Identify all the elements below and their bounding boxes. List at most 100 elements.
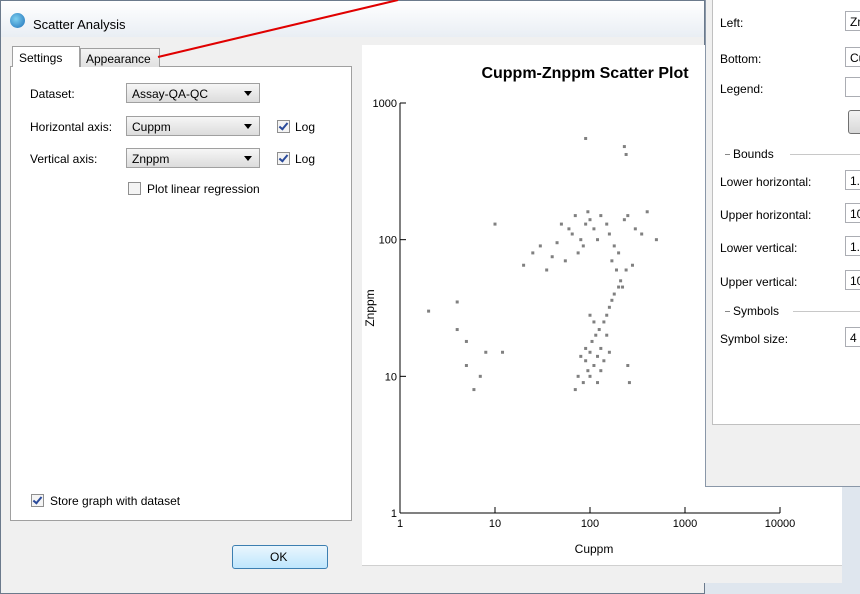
point bbox=[588, 374, 592, 378]
point bbox=[579, 354, 583, 358]
y-tick-label: 100 bbox=[379, 235, 397, 247]
lower-horizontal-field[interactable]: 1. bbox=[845, 170, 860, 190]
point bbox=[586, 210, 590, 214]
symbols-title: Symbols bbox=[733, 304, 780, 318]
point bbox=[645, 210, 649, 214]
x-tick-label: 10000 bbox=[765, 518, 796, 530]
tab-settings[interactable] bbox=[12, 46, 80, 67]
point bbox=[640, 232, 644, 236]
lower-vertical-field[interactable]: 1. bbox=[845, 236, 860, 256]
point bbox=[617, 285, 621, 289]
point bbox=[607, 232, 611, 236]
regression-checkbox[interactable] bbox=[128, 182, 141, 195]
point bbox=[590, 339, 594, 343]
store-label: Store graph with dataset bbox=[50, 494, 181, 508]
y-tick-label: 1000 bbox=[373, 98, 397, 110]
point bbox=[455, 328, 459, 332]
point bbox=[464, 364, 468, 368]
point bbox=[584, 222, 588, 226]
horizontal-axis-combo[interactable]: Cuppm bbox=[126, 116, 260, 136]
point bbox=[464, 339, 468, 343]
point bbox=[610, 298, 614, 302]
y-axis-label: Znppm bbox=[363, 289, 377, 326]
upper-horizontal-field[interactable]: 10 bbox=[845, 203, 860, 223]
bottom-field[interactable]: Cu bbox=[845, 47, 860, 67]
point bbox=[588, 218, 592, 222]
point bbox=[579, 238, 583, 242]
point bbox=[472, 388, 476, 392]
point bbox=[531, 251, 535, 255]
symbols-rule bbox=[793, 311, 860, 312]
regression-label: Plot linear regression bbox=[147, 182, 260, 196]
point bbox=[581, 244, 585, 248]
vertical-log-checkbox[interactable] bbox=[277, 152, 290, 165]
point bbox=[545, 268, 549, 272]
point bbox=[605, 333, 609, 337]
legend-button[interactable] bbox=[848, 110, 860, 134]
vertical-log-label: Log bbox=[295, 152, 316, 166]
point bbox=[602, 359, 606, 363]
point bbox=[501, 350, 505, 354]
x-tick-label: 1 bbox=[397, 518, 403, 530]
point bbox=[567, 227, 571, 231]
appearance-panel bbox=[712, 0, 860, 425]
point bbox=[610, 259, 614, 263]
left-field[interactable]: Zn bbox=[845, 11, 860, 31]
point bbox=[576, 374, 580, 378]
store-checkbox[interactable] bbox=[31, 494, 44, 507]
point bbox=[605, 222, 609, 226]
point bbox=[592, 320, 596, 324]
ok-button[interactable] bbox=[232, 545, 328, 569]
point bbox=[573, 388, 577, 392]
point bbox=[586, 369, 590, 373]
tab-appearance-label: Appearance bbox=[86, 52, 151, 66]
point bbox=[607, 350, 611, 354]
point bbox=[624, 268, 628, 272]
point bbox=[478, 374, 482, 378]
horizontal-log-label: Log bbox=[295, 120, 316, 134]
point bbox=[427, 309, 431, 313]
point bbox=[584, 346, 588, 350]
point bbox=[576, 251, 580, 255]
point bbox=[596, 381, 600, 385]
point bbox=[626, 214, 630, 218]
upper-vertical-field[interactable]: 10 bbox=[845, 270, 860, 290]
chart-title: Cuppm-Znppm Scatter Plot bbox=[481, 65, 689, 82]
point bbox=[605, 313, 609, 317]
point bbox=[627, 381, 631, 385]
point bbox=[484, 350, 488, 354]
point bbox=[617, 251, 621, 255]
point bbox=[607, 305, 611, 309]
point bbox=[622, 218, 626, 222]
bounds-title: Bounds bbox=[733, 147, 774, 161]
symbol-size-label: Symbol size: bbox=[720, 332, 789, 346]
point bbox=[570, 232, 574, 236]
point bbox=[630, 263, 634, 267]
tab-content bbox=[10, 66, 352, 521]
point bbox=[584, 136, 588, 140]
y-tick-label: 10 bbox=[385, 371, 397, 383]
point bbox=[654, 238, 658, 242]
legend-label: Legend: bbox=[720, 82, 764, 96]
point bbox=[619, 279, 623, 283]
point bbox=[581, 381, 585, 385]
bounds-rule bbox=[790, 154, 860, 155]
point bbox=[624, 152, 628, 156]
point bbox=[493, 222, 497, 226]
point bbox=[588, 350, 592, 354]
vertical-axis-combo[interactable]: Znppm bbox=[126, 148, 260, 168]
x-tick-label: 100 bbox=[581, 518, 599, 530]
point bbox=[594, 333, 598, 337]
point bbox=[573, 214, 577, 218]
horizontal-log-checkbox[interactable] bbox=[277, 120, 290, 133]
app-icon bbox=[10, 13, 25, 28]
symbol-size-field[interactable]: 4 bbox=[845, 327, 860, 347]
x-axis-label: Cuppm bbox=[575, 542, 614, 556]
legend-field[interactable] bbox=[845, 77, 860, 97]
symbols-dash bbox=[725, 311, 730, 312]
upper-horizontal-label: Upper horizontal: bbox=[720, 208, 812, 222]
dataset-combo[interactable]: Assay-QA-QC bbox=[126, 83, 260, 103]
scatter-chart: Cuppm-Znppm Scatter Plot Cuppm Znppm 1 10… bbox=[363, 65, 796, 556]
point bbox=[597, 328, 601, 332]
